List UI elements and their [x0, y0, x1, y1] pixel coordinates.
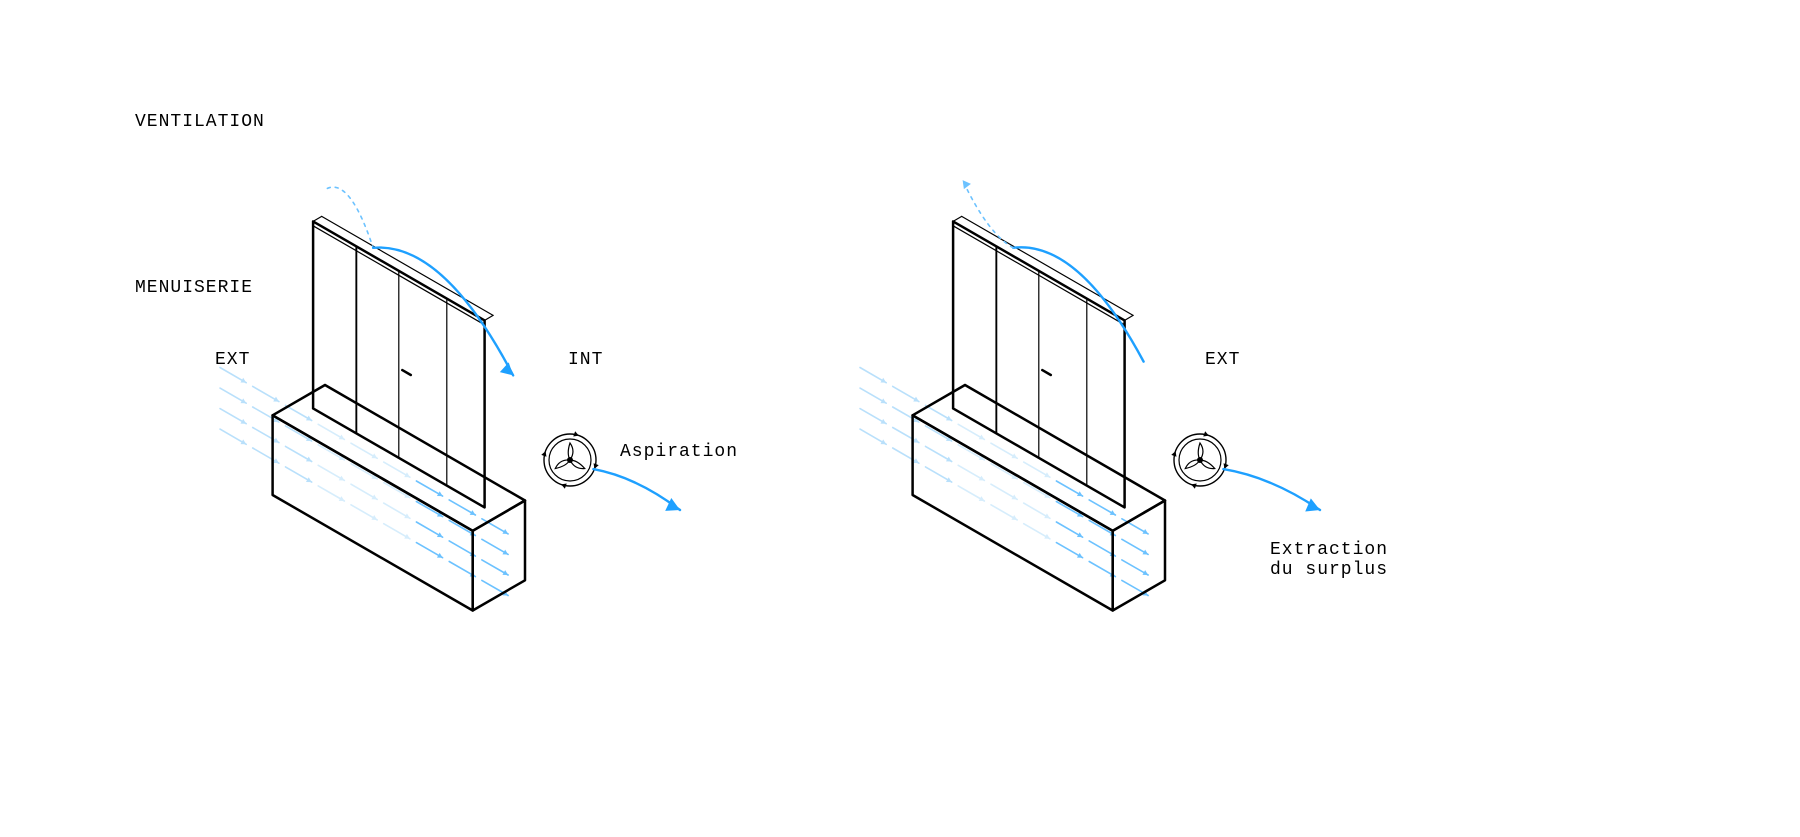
ventilation-diagram-right: [640, 110, 1440, 730]
